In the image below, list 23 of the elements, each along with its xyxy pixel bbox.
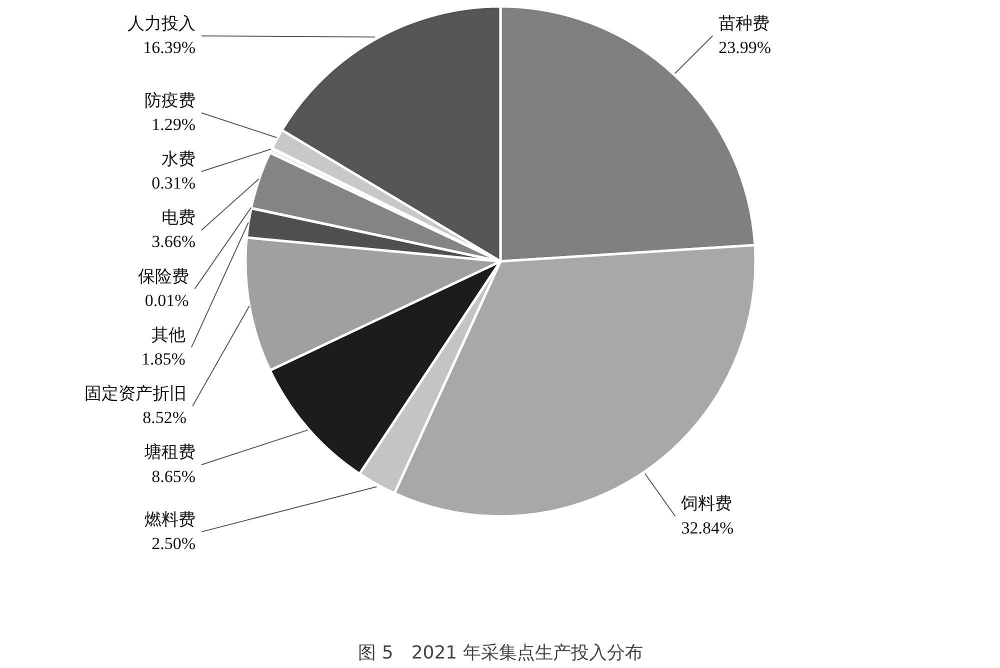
slice-label: 人力投入 xyxy=(128,14,196,34)
data-label: 8.65% xyxy=(152,466,196,486)
slice-label: 防疫费 xyxy=(144,90,196,111)
data-label: 2.50% xyxy=(152,534,196,553)
slice-label: 塘租费 xyxy=(144,442,196,463)
slice-label: 燃料费 xyxy=(144,510,196,530)
data-label: 23.99% xyxy=(718,38,772,57)
text: 图 5 2021 年采集点生产投入分布 xyxy=(358,642,643,664)
data-label: 1.85% xyxy=(142,349,186,368)
data-label: 8.52% xyxy=(142,408,187,428)
slice-label: 固定资产折旧 xyxy=(84,384,187,404)
slice-label: 水费 xyxy=(162,150,196,170)
data-label: 0.31% xyxy=(152,174,196,193)
slice-label: 保险费 xyxy=(138,266,189,287)
data-label: 16.39% xyxy=(143,38,196,57)
data-label: 0.01% xyxy=(144,290,189,310)
data-label: 1.29% xyxy=(152,114,196,134)
slice-label: 苗种费 xyxy=(718,14,770,34)
data-label: 3.66% xyxy=(152,232,196,252)
slice-label: 电费 xyxy=(162,208,196,228)
slice-label: 其他 xyxy=(151,325,186,346)
slice-label: 饲料费 xyxy=(680,494,732,514)
data-label: 32.84% xyxy=(681,518,734,538)
